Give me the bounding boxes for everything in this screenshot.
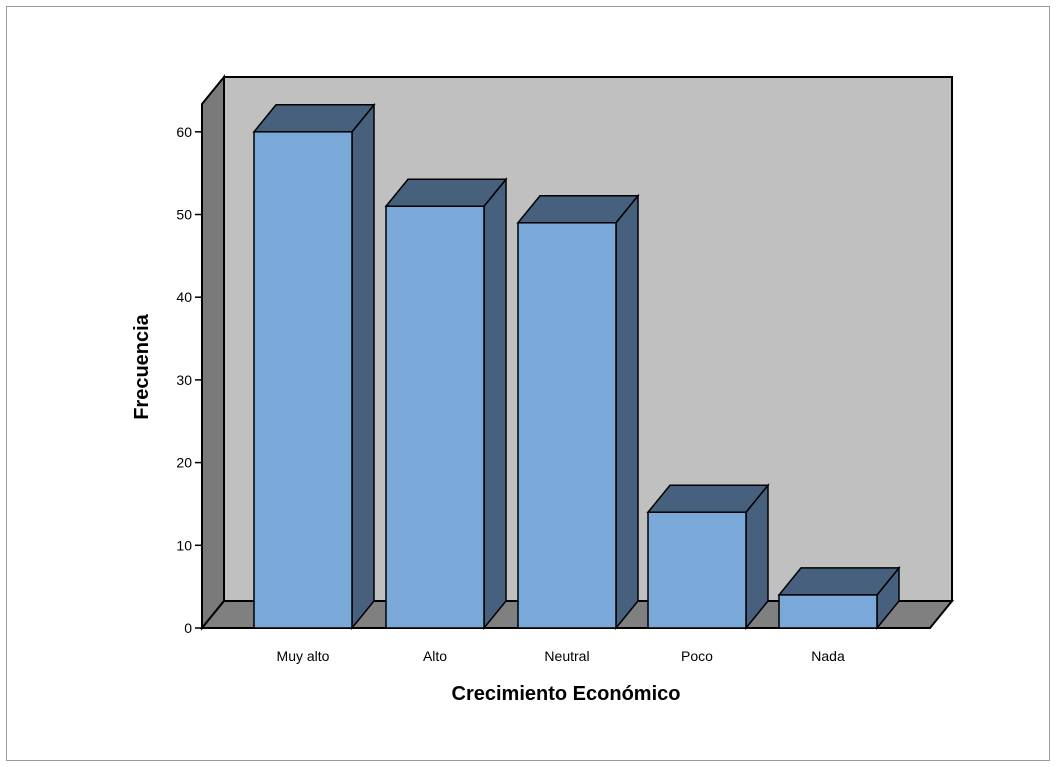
- x-axis-title: Crecimiento Económico: [452, 683, 681, 705]
- bar-top: [384, 178, 508, 207]
- bar-neutral: [516, 193, 640, 631]
- left-wall: [201, 74, 225, 631]
- y-tick-label: 20: [176, 455, 192, 471]
- bar-top: [516, 195, 640, 224]
- bar-top: [646, 484, 770, 513]
- x-tick-label: Muy alto: [277, 648, 330, 664]
- bar-nada: [777, 565, 901, 631]
- y-tick-label: 30: [176, 372, 192, 388]
- bar-top: [252, 104, 376, 133]
- y-axis: 0 10 20 30 40 50 60: [176, 124, 202, 636]
- x-tick-label: Nada: [811, 648, 845, 664]
- bar-side: [615, 193, 639, 631]
- y-tick-label: 0: [184, 620, 192, 636]
- bars-group: [252, 102, 901, 631]
- bar-front: [778, 594, 878, 629]
- bar-alto: [384, 177, 508, 631]
- bar-poco: [646, 483, 770, 631]
- x-tick-label: Alto: [423, 648, 447, 664]
- y-tick-label: 50: [176, 207, 192, 223]
- x-tick-label: Neutral: [544, 648, 589, 664]
- y-axis-title: Frecuencia: [131, 313, 153, 419]
- bar-front: [253, 131, 353, 629]
- bar-side: [483, 177, 507, 631]
- bar-front: [385, 205, 485, 629]
- bar-top: [777, 567, 901, 596]
- x-tick-label: Poco: [681, 648, 713, 664]
- bar-front: [517, 222, 617, 629]
- y-tick-label: 10: [176, 537, 192, 553]
- y-tick-label: 60: [176, 124, 192, 140]
- bar-front: [647, 511, 747, 629]
- bar-muy-alto: [252, 102, 376, 631]
- y-tick-label: 40: [176, 289, 192, 305]
- x-axis: Muy alto Alto Neutral Poco Nada: [277, 648, 845, 664]
- bar-side: [351, 102, 375, 631]
